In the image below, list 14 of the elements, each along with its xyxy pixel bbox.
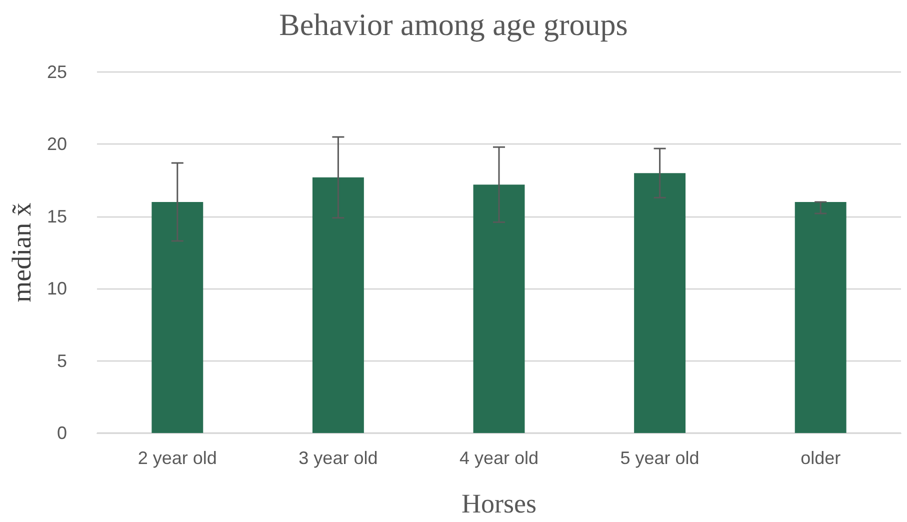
x-axis-title: Horses xyxy=(462,488,536,518)
y-tick-label: 15 xyxy=(46,206,67,226)
x-tick-label: 5 year old xyxy=(620,448,700,468)
y-tick-label: 5 xyxy=(56,350,67,371)
chart-title: Behavior among age groups xyxy=(279,7,628,42)
y-tick-label: 25 xyxy=(46,62,67,82)
y-tick-label: 0 xyxy=(56,423,67,443)
y-tick-label: 10 xyxy=(46,278,67,299)
y-tick-label: 20 xyxy=(46,134,67,154)
x-tick-label: 3 year old xyxy=(298,448,378,468)
y-axis-title: median x̃ xyxy=(6,202,36,302)
x-tick-label: 4 year old xyxy=(459,448,539,468)
x-tick-label: 2 year old xyxy=(138,448,217,468)
x-tick-label: older xyxy=(800,448,841,468)
